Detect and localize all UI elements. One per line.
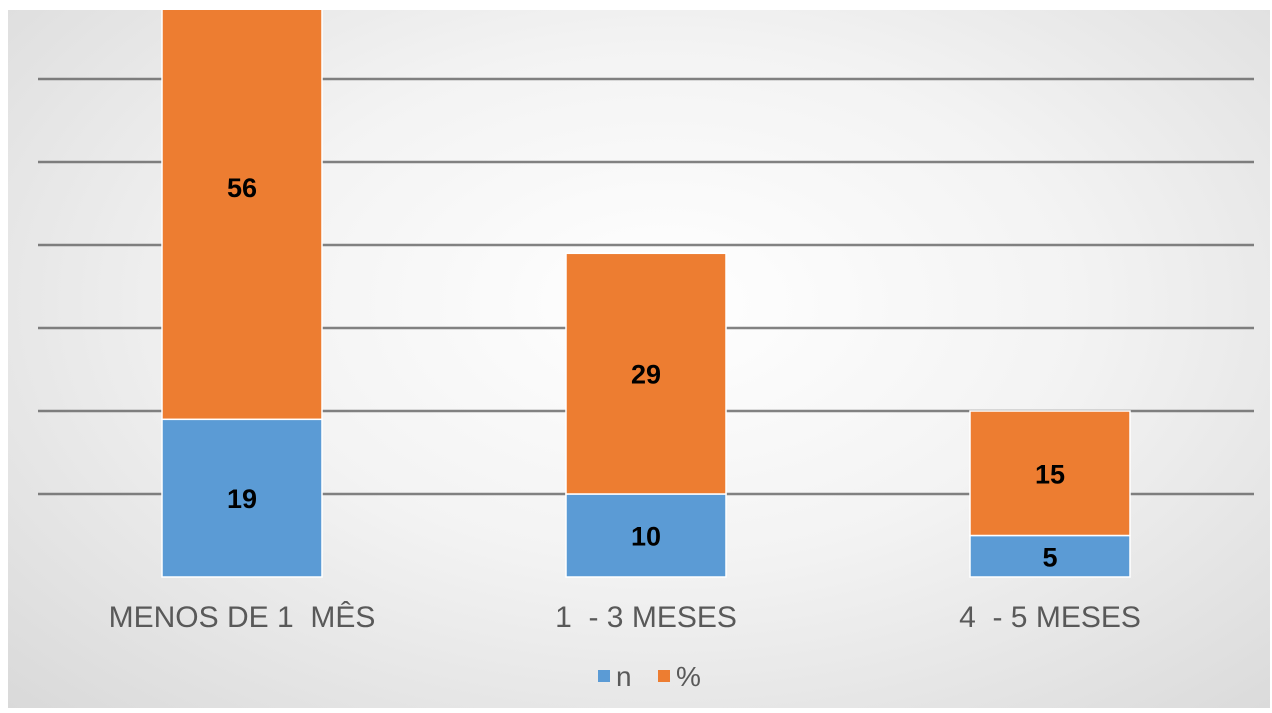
legend-label: %: [676, 661, 701, 692]
category-labels: MENOS DE 1 MÊS 1 - 3 MESES 4 - 5 MESES: [109, 601, 1141, 634]
bar-segment-n: [565, 493, 727, 578]
data-label: 29: [631, 360, 661, 390]
bar-segment-n: [161, 418, 323, 578]
category-label: MENOS DE 1 MÊS: [109, 601, 376, 634]
chart-area: 19 56 10 29 5 15 MENOS DE 1 MÊS 1 - 3 MESES 4 -…: [8, 10, 1270, 708]
category-label: 4 - 5 MESES: [959, 601, 1141, 634]
data-label: 15: [1035, 459, 1065, 489]
legend: n%: [598, 661, 701, 692]
bar-segment-pct: [969, 410, 1131, 537]
category-label: 1 - 3 MESES: [555, 601, 737, 634]
data-label: 19: [227, 484, 257, 514]
bar-segment-pct: [161, 10, 323, 421]
legend-label: n: [616, 661, 632, 692]
data-labels: 19 56 10 29 5 15: [227, 173, 1065, 572]
data-label: 5: [1042, 542, 1057, 572]
data-label: 10: [631, 522, 661, 552]
legend-swatch: [598, 670, 610, 682]
bar-segment-pct: [565, 252, 727, 495]
data-label: 56: [227, 173, 257, 203]
legend-swatch: [658, 670, 670, 682]
stacked-bar-chart: 19 56 10 29 5 15 MENOS DE 1 MÊS 1 - 3 MESES 4 -…: [38, 10, 1254, 692]
bars: [161, 10, 1131, 578]
